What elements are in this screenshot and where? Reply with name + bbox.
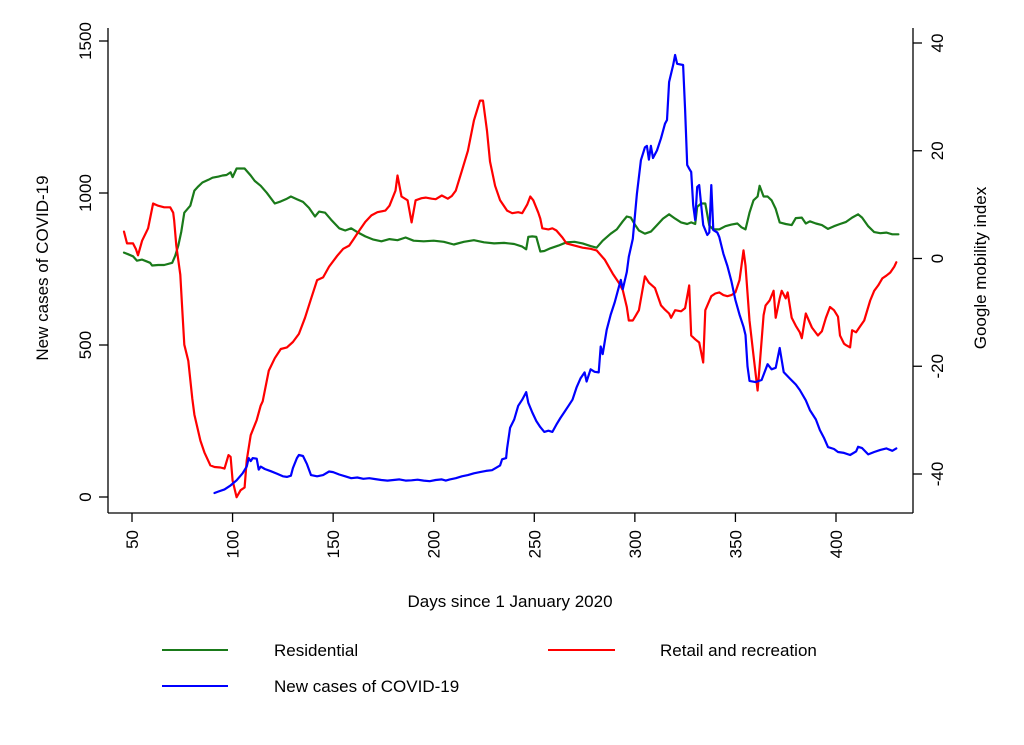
x-axis-title: Days since 1 January 2020 xyxy=(407,592,612,611)
y-left-axis-title: New cases of COVID-19 xyxy=(33,175,52,360)
x-tick-label: 350 xyxy=(726,530,745,558)
series-line-new-cases-of-covid-19 xyxy=(213,53,898,495)
x-tick-label: 400 xyxy=(827,530,846,558)
x-ticks: 50 100 150 200 250 300 350 400 xyxy=(123,513,846,558)
y-left-tick-label: 500 xyxy=(76,331,95,359)
x-tick-label: 150 xyxy=(324,530,343,558)
y-right-ticks: -40 -20 0 20 40 xyxy=(913,34,947,487)
y-left-ticks: 0 500 1000 1500 xyxy=(76,22,108,502)
y-right-tick-label: 0 xyxy=(928,254,947,263)
legend-item-new-cases: New cases of COVID-19 xyxy=(162,677,459,696)
legend: Residential Retail and recreation New ca… xyxy=(162,641,817,696)
y-right-tick-label: 20 xyxy=(928,141,947,160)
legend-item-retail: Retail and recreation xyxy=(548,641,817,660)
y-right-axis-title: Google mobility index xyxy=(971,186,990,349)
series-line-residential xyxy=(122,167,900,267)
x-tick-label: 300 xyxy=(626,530,645,558)
y-left-tick-label: 1500 xyxy=(76,22,95,60)
plot-lines xyxy=(122,53,900,499)
y-right-tick-label: 40 xyxy=(928,34,947,53)
x-tick-label: 200 xyxy=(425,530,444,558)
y-left-tick-label: 0 xyxy=(76,492,95,501)
x-tick-label: 100 xyxy=(224,530,243,558)
series-line-retail-and-recreation xyxy=(122,99,898,499)
legend-label-new-cases: New cases of COVID-19 xyxy=(274,677,459,696)
y-right-tick-label: -20 xyxy=(928,354,947,379)
legend-item-residential: Residential xyxy=(162,641,358,660)
legend-label-retail: Retail and recreation xyxy=(660,641,817,660)
legend-label-residential: Residential xyxy=(274,641,358,660)
y-right-tick-label: -40 xyxy=(928,462,947,487)
x-tick-label: 50 xyxy=(123,530,142,549)
y-left-tick-label: 1000 xyxy=(76,174,95,212)
x-tick-label: 250 xyxy=(525,530,544,558)
